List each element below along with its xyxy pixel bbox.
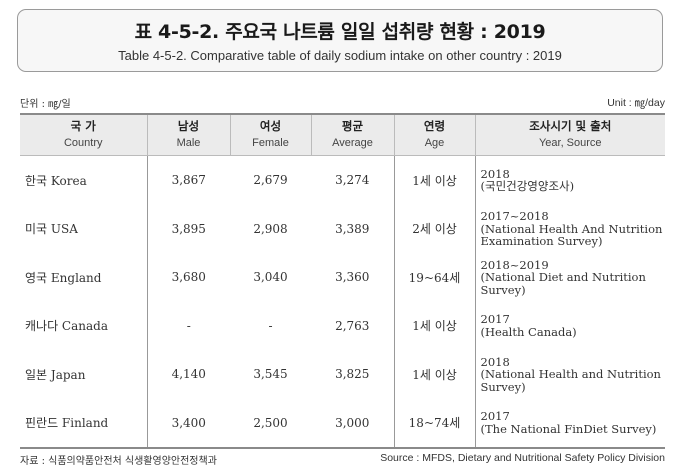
source-note-english: Source : MFDS, Dietary and Nutritional S… — [380, 452, 665, 464]
cell-country: 미국 USA — [25, 222, 78, 237]
cell-male: 3,867 — [146, 155, 230, 205]
cell-male: 3,680 — [146, 253, 230, 302]
cell-source: 2017 (Health Canada) — [474, 301, 665, 350]
cell-age: 18~74세 — [393, 398, 475, 449]
header-age: 연령 Age — [393, 113, 475, 156]
title-korean: 표 4-5-2. 주요국 나트륨 일일 섭취량 현황 : 2019 — [134, 21, 546, 43]
cell-country: 핀란드 Finland — [20, 398, 147, 449]
cell-source: 2017 (The National FinDiet Survey) — [474, 398, 665, 449]
cell-female: 2,679 — [253, 173, 288, 188]
cell-age: 19~64세 — [393, 253, 475, 302]
cell-average: 2,763 — [335, 318, 370, 333]
cell-country: 캐나다 Canada — [25, 319, 108, 334]
header-male: 남성 Male — [146, 113, 230, 156]
cell-female: 2,908 — [253, 221, 288, 236]
table-row: 캐나다 Canada - - 2,763 1세 이상 2017 (Health C… — [20, 301, 665, 350]
unit-label-english: Unit : ㎎/day — [607, 97, 665, 109]
cell-source: 2018 (National Health and Nutrition Surve… — [474, 350, 665, 399]
header-female: 여성 Female — [229, 113, 311, 156]
cell-average: 3,274 — [335, 173, 370, 188]
header-source: 조사시기 및 출처 Year, Source — [474, 113, 665, 156]
cell-country: 일본 Japan — [25, 367, 86, 382]
table-row: 미국 USA 3,895 2,908 3,389 2세 이상 2017~2018… — [20, 204, 665, 253]
cell-male: 3,895 — [146, 204, 230, 253]
cell-average: 3,360 — [335, 270, 370, 285]
cell-female: - — [268, 318, 273, 333]
title-english: Table 4-5-2. Comparative table of daily … — [118, 48, 562, 63]
header-country: 국 가 Country — [20, 113, 147, 156]
source-note-korean: 자료 : 식품의약품안전처 식생활영양안전정책과 — [20, 456, 217, 467]
cell-source: 2018~2019 (National Diet and Nutrition Su… — [474, 253, 665, 302]
cell-female: 3,040 — [253, 270, 288, 285]
cell-male: 4,140 — [146, 350, 230, 399]
cell-average: 3,825 — [335, 367, 370, 382]
cell-female: 2,500 — [230, 398, 311, 449]
table-header-row: 국 가 Country 남성 Male 여성 Female 평균 Average 연령 A… — [20, 113, 665, 156]
table-row: 영국 England 3,680 3,040 3,360 19~64세 2018… — [20, 253, 665, 302]
table-row: 핀란드 Finland 3,400 2,500 3,000 18~74세 201… — [20, 398, 665, 449]
cell-country: 영국 England — [25, 270, 102, 285]
cell-female: 3,545 — [253, 367, 288, 382]
cell-age: 1세 이상 — [393, 301, 475, 350]
cell-source: 2017~2018 (National Health And Nutrition … — [474, 204, 665, 253]
cell-male: 3,400 — [146, 398, 230, 449]
table-row: 일본 Japan 4,140 3,545 3,825 1세 이상 2018 (Na… — [20, 350, 665, 399]
cell-country: 한국 Korea — [25, 173, 87, 188]
cell-age: 2세 이상 — [393, 204, 475, 253]
cell-age: 1세 이상 — [393, 350, 475, 399]
cell-average: 3,389 — [335, 221, 370, 236]
unit-label-korean: 단위 : ㎎/일 — [20, 99, 71, 110]
cell-average: 3,000 — [311, 398, 394, 449]
sodium-intake-table: 국 가 Country 남성 Male 여성 Female 평균 Average 연령 A… — [20, 113, 665, 449]
title-box: 표 4-5-2. 주요국 나트륨 일일 섭취량 현황 : 2019 Table … — [17, 9, 663, 72]
table-row: 한국 Korea 3,867 2,679 3,274 1세 이상 2018 (국민… — [20, 155, 665, 205]
cell-age: 1세 이상 — [393, 155, 475, 205]
header-average: 평균 Average — [310, 113, 394, 156]
cell-male: - — [146, 301, 230, 350]
cell-source: 2018 (국민건강영양조사) — [474, 155, 665, 205]
